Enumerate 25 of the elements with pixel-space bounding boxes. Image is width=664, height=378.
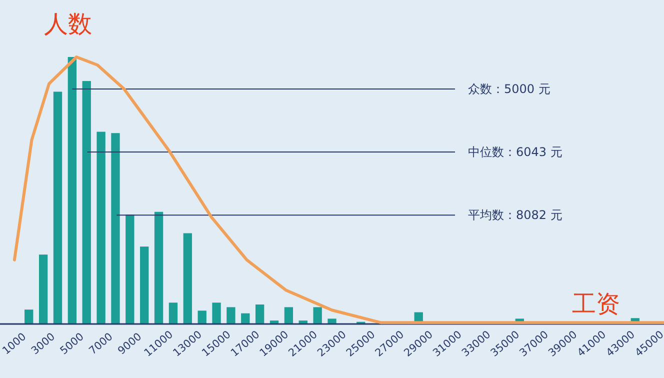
annotation: 中位数：6043 元 [468,145,562,160]
bar [313,307,322,324]
bar [96,132,106,324]
bar [198,310,206,324]
bar [82,81,91,324]
y-axis-title: 人数 [44,10,92,38]
bar [241,313,250,324]
bar [226,307,236,324]
bar [255,304,264,324]
bar [53,92,62,324]
bar [168,302,178,324]
bar [68,57,77,324]
bar [24,310,34,324]
bar [154,212,164,324]
x-axis-title: 工资 [572,290,620,318]
annotation: 平均数：8082 元 [468,208,562,222]
bar [212,302,221,324]
bar [111,133,120,324]
bar [328,318,336,324]
bar [38,254,48,324]
annotation: 众数：5000 元 [468,82,550,96]
bar [183,233,192,324]
bar [140,246,149,324]
bar [126,214,134,324]
bar [284,307,294,324]
